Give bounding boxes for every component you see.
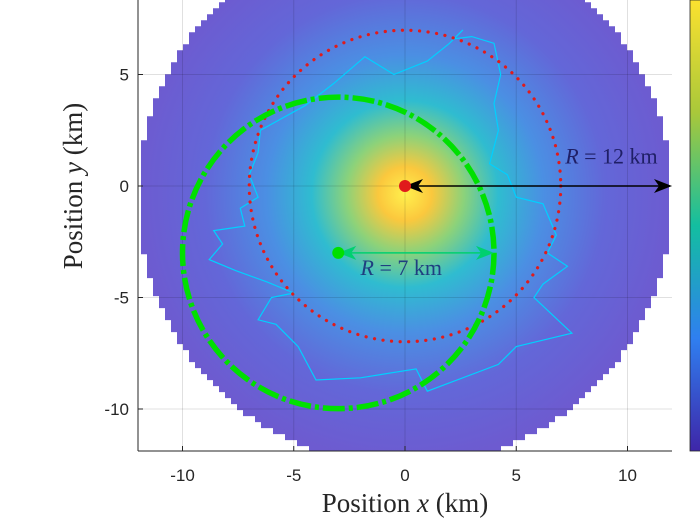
arrow-head-end — [654, 179, 672, 193]
x-tick-label: 5 — [512, 466, 521, 485]
radius-annotation: R = 7 km — [360, 255, 442, 280]
y-tick-label: -5 — [114, 289, 129, 308]
annotations: R = 12 km R = 7 km — [360, 144, 658, 281]
arrow-head-end — [476, 245, 494, 260]
boundary-outline — [208, 29, 574, 392]
y-tick-label: 0 — [120, 177, 129, 196]
points — [332, 180, 411, 259]
x-tick-label: 10 — [618, 466, 637, 485]
y-tick-label: -10 — [104, 400, 129, 419]
axes — [137, 0, 672, 452]
x-axis-label: Position x (km) — [322, 488, 489, 518]
x-tick-label: -5 — [286, 466, 301, 485]
x-tick-label: 0 — [400, 466, 409, 485]
tick-labels: -10 -5 0 5 10 -10 -5 0 5 — [104, 66, 637, 486]
arrow-head-start — [405, 179, 423, 193]
y-axis-label: Position y (km) — [58, 103, 88, 270]
colorbar — [689, 0, 700, 452]
y-tick-label: 5 — [120, 66, 129, 85]
arrow-head-start — [338, 245, 357, 260]
radius-annotation: R = 12 km — [564, 144, 657, 169]
arrows — [338, 179, 672, 260]
data-point — [332, 246, 345, 259]
data-point — [399, 180, 411, 192]
x-tick-label: -10 — [170, 466, 195, 485]
